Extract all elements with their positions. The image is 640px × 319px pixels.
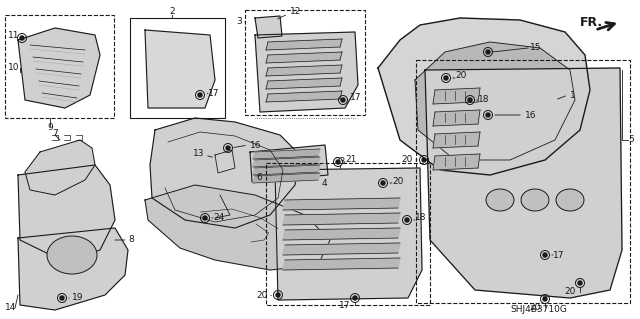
Circle shape bbox=[336, 160, 340, 164]
Polygon shape bbox=[283, 213, 400, 225]
Text: 17: 17 bbox=[350, 93, 362, 101]
Bar bbox=[5, 15, 114, 118]
Text: 20: 20 bbox=[529, 302, 541, 311]
Polygon shape bbox=[283, 228, 400, 240]
Bar bbox=[130, 18, 225, 118]
Polygon shape bbox=[433, 88, 480, 104]
Text: 5: 5 bbox=[628, 136, 634, 145]
Text: 2: 2 bbox=[169, 8, 175, 17]
Text: 23: 23 bbox=[334, 158, 346, 167]
Text: 20: 20 bbox=[392, 176, 403, 186]
Circle shape bbox=[198, 93, 202, 97]
Text: 18: 18 bbox=[478, 94, 490, 103]
Circle shape bbox=[578, 281, 582, 285]
Circle shape bbox=[203, 216, 207, 220]
Circle shape bbox=[341, 98, 345, 102]
Text: 20: 20 bbox=[564, 287, 576, 296]
Text: 17: 17 bbox=[208, 88, 220, 98]
Polygon shape bbox=[18, 28, 100, 108]
Polygon shape bbox=[425, 68, 622, 298]
Circle shape bbox=[60, 296, 64, 300]
Text: 8: 8 bbox=[128, 235, 134, 244]
Circle shape bbox=[486, 113, 490, 117]
Bar bbox=[245, 10, 365, 115]
Text: 7: 7 bbox=[52, 129, 58, 137]
Text: 11: 11 bbox=[8, 31, 19, 40]
Text: 21: 21 bbox=[345, 155, 356, 165]
Polygon shape bbox=[253, 157, 320, 167]
Polygon shape bbox=[283, 258, 400, 270]
Text: 20: 20 bbox=[455, 71, 467, 80]
Text: 24: 24 bbox=[213, 213, 224, 222]
Bar bbox=[266, 163, 430, 305]
Ellipse shape bbox=[521, 189, 549, 211]
Text: SHJ4B3710G: SHJ4B3710G bbox=[510, 306, 567, 315]
Polygon shape bbox=[215, 150, 235, 173]
Ellipse shape bbox=[47, 236, 97, 274]
Text: 10: 10 bbox=[8, 63, 19, 72]
Text: FR.: FR. bbox=[580, 16, 603, 28]
Text: 6: 6 bbox=[256, 174, 262, 182]
Polygon shape bbox=[433, 154, 480, 170]
Circle shape bbox=[444, 76, 448, 80]
Bar bbox=[416, 60, 630, 303]
Text: 12: 12 bbox=[290, 8, 301, 17]
Text: 19: 19 bbox=[72, 293, 83, 302]
Text: 20: 20 bbox=[257, 292, 268, 300]
Text: 3: 3 bbox=[236, 18, 242, 26]
Polygon shape bbox=[266, 39, 342, 50]
Text: 18: 18 bbox=[415, 213, 426, 222]
Text: 17: 17 bbox=[339, 300, 351, 309]
Polygon shape bbox=[255, 32, 358, 112]
Ellipse shape bbox=[486, 189, 514, 211]
Ellipse shape bbox=[556, 189, 584, 211]
Polygon shape bbox=[275, 168, 422, 300]
Polygon shape bbox=[145, 30, 215, 108]
Polygon shape bbox=[266, 65, 342, 76]
Polygon shape bbox=[415, 42, 575, 160]
Polygon shape bbox=[266, 52, 342, 63]
Circle shape bbox=[381, 181, 385, 185]
Circle shape bbox=[405, 218, 409, 222]
Polygon shape bbox=[18, 165, 115, 262]
Text: 13: 13 bbox=[193, 149, 204, 158]
Circle shape bbox=[422, 158, 426, 162]
Text: 17: 17 bbox=[553, 250, 564, 259]
Circle shape bbox=[20, 36, 24, 40]
Polygon shape bbox=[255, 16, 282, 38]
Text: 9: 9 bbox=[47, 123, 53, 132]
Polygon shape bbox=[283, 198, 400, 210]
Circle shape bbox=[543, 297, 547, 301]
Polygon shape bbox=[18, 228, 128, 310]
Text: 16: 16 bbox=[525, 110, 536, 120]
Text: 15: 15 bbox=[530, 43, 541, 53]
Circle shape bbox=[226, 146, 230, 150]
Polygon shape bbox=[253, 149, 320, 159]
Polygon shape bbox=[253, 173, 320, 183]
Circle shape bbox=[468, 98, 472, 102]
Circle shape bbox=[543, 253, 547, 257]
Polygon shape bbox=[25, 140, 95, 195]
Polygon shape bbox=[266, 78, 342, 89]
Circle shape bbox=[276, 293, 280, 297]
Polygon shape bbox=[253, 165, 320, 175]
Polygon shape bbox=[433, 132, 480, 148]
Circle shape bbox=[353, 296, 357, 300]
Text: 1: 1 bbox=[570, 91, 576, 100]
Polygon shape bbox=[433, 110, 480, 126]
Circle shape bbox=[486, 50, 490, 54]
Polygon shape bbox=[250, 145, 328, 182]
Polygon shape bbox=[145, 185, 330, 270]
Polygon shape bbox=[266, 91, 342, 102]
Text: 14: 14 bbox=[5, 303, 17, 313]
Polygon shape bbox=[378, 18, 590, 175]
Text: 4: 4 bbox=[322, 179, 328, 188]
Text: 16: 16 bbox=[250, 140, 262, 150]
Polygon shape bbox=[283, 243, 400, 255]
Polygon shape bbox=[150, 118, 300, 228]
Text: 20: 20 bbox=[402, 155, 413, 165]
